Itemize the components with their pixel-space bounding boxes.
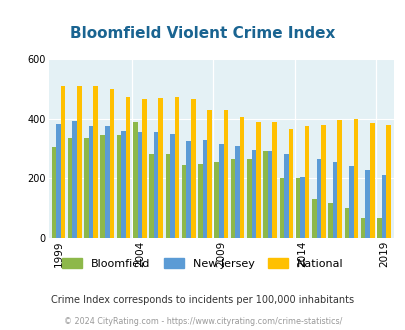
Bar [353,119,358,238]
Bar [105,126,109,238]
Bar [300,177,304,238]
Bar [61,86,65,238]
Bar [109,89,114,238]
Bar [284,154,288,238]
Bar [360,218,364,238]
Bar [89,126,93,238]
Bar [320,125,325,238]
Bar [158,98,162,238]
Bar [288,129,292,238]
Legend: Bloomfield, New Jersey, National: Bloomfield, New Jersey, National [58,254,347,273]
Bar [72,121,77,238]
Bar [137,132,142,238]
Bar [295,178,300,238]
Bar [165,154,170,238]
Bar [311,199,316,238]
Bar [202,140,207,238]
Bar [381,175,386,238]
Bar [100,135,105,238]
Bar [316,159,320,238]
Bar [149,154,153,238]
Bar [214,162,218,238]
Bar [267,150,272,238]
Bar [369,123,374,238]
Bar [239,117,244,238]
Bar [376,218,381,238]
Bar [190,100,195,238]
Bar [117,135,121,238]
Text: Bloomfield Violent Crime Index: Bloomfield Violent Crime Index [70,25,335,41]
Bar [272,122,276,238]
Bar [77,86,81,238]
Bar [56,124,61,238]
Bar [170,134,174,238]
Bar [344,208,348,238]
Bar [126,97,130,238]
Bar [337,120,341,238]
Bar [133,122,137,238]
Bar [348,166,353,238]
Bar [262,151,267,238]
Text: Crime Index corresponds to incidents per 100,000 inhabitants: Crime Index corresponds to incidents per… [51,295,354,305]
Bar [121,131,126,238]
Bar [223,110,228,238]
Bar [218,144,223,238]
Bar [51,147,56,238]
Bar [386,125,390,238]
Bar [234,146,239,238]
Bar [68,138,72,238]
Bar [186,141,190,238]
Bar [304,126,309,238]
Bar [181,165,186,238]
Bar [142,100,146,238]
Bar [93,86,98,238]
Bar [84,138,89,238]
Bar [256,122,260,238]
Bar [207,110,211,238]
Bar [279,178,283,238]
Bar [198,164,202,238]
Bar [246,159,251,238]
Bar [332,162,337,238]
Bar [174,97,179,238]
Bar [230,159,234,238]
Text: © 2024 CityRating.com - https://www.cityrating.com/crime-statistics/: © 2024 CityRating.com - https://www.city… [64,317,341,326]
Bar [153,132,158,238]
Bar [364,170,369,238]
Bar [328,203,332,238]
Bar [251,150,256,238]
